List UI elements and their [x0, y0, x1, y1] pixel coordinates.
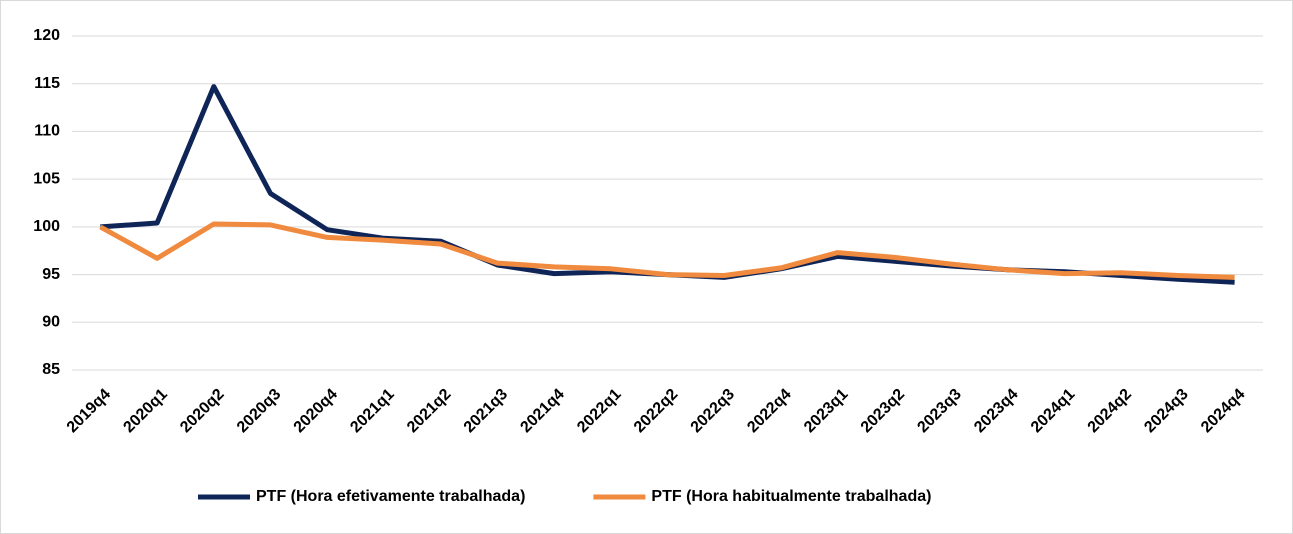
x-tick-label: 2024q4 — [1198, 386, 1248, 436]
x-tick-label: 2021q2 — [404, 386, 454, 436]
x-tick-label: 2022q3 — [688, 386, 738, 436]
x-tick-label: 2024q3 — [1141, 386, 1191, 436]
y-tick-label: 95 — [42, 266, 60, 283]
y-tick-label: 110 — [34, 123, 60, 140]
x-tick-label: 2023q1 — [801, 386, 851, 436]
x-tick-label: 2019q4 — [64, 386, 114, 436]
legend-label: PTF (Hora habitualmente trabalhada) — [651, 488, 931, 505]
x-tick-label: 2021q1 — [347, 386, 397, 436]
series-line — [100, 84, 1235, 285]
y-tick-label: 120 — [33, 27, 60, 44]
x-tick-label: 2020q2 — [177, 386, 227, 436]
x-tick-label: 2024q2 — [1085, 386, 1135, 436]
x-tick-label: 2020q1 — [120, 386, 170, 436]
x-tick-label: 2023q2 — [858, 386, 908, 436]
x-tick-label: 2022q4 — [744, 386, 794, 436]
x-tick-label: 2020q3 — [234, 386, 284, 436]
legend-label: PTF (Hora efetivamente trabalhada) — [256, 488, 525, 505]
y-tick-label: 105 — [33, 170, 60, 187]
x-tick-label: 2023q4 — [971, 386, 1021, 436]
series-line — [99, 221, 1235, 280]
x-tick-label: 2020q4 — [291, 386, 341, 436]
x-tick-label: 2023q3 — [914, 386, 964, 436]
x-tick-label: 2021q3 — [461, 386, 511, 436]
y-tick-label: 115 — [34, 75, 60, 92]
x-tick-label: 2022q2 — [631, 386, 681, 436]
y-tick-label: 100 — [33, 218, 60, 235]
y-tick-label: 90 — [42, 314, 60, 331]
x-tick-label: 2024q1 — [1028, 386, 1078, 436]
x-tick-label: 2022q1 — [574, 386, 624, 436]
x-tick-label: 2021q4 — [517, 386, 567, 436]
y-tick-label: 85 — [42, 361, 60, 378]
